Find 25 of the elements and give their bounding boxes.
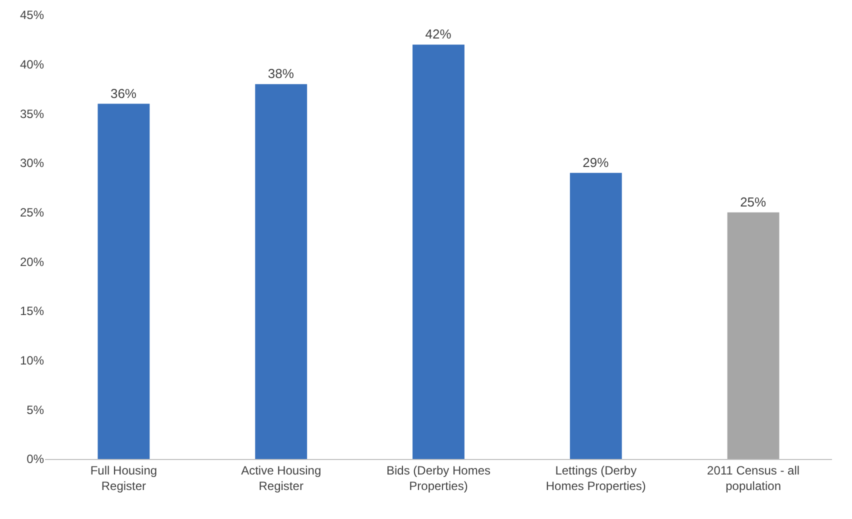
bar [98,104,150,459]
x-tick-label: Full Housing Register [90,463,158,493]
y-tick-label: 35% [20,106,44,121]
data-label: 36% [110,86,137,101]
x-tick-label: Lettings (Derby Homes Properties) [546,463,646,493]
y-tick-label: 10% [20,354,44,368]
y-tick-label: 5% [26,402,44,417]
data-label: 38% [268,66,294,82]
y-tick-label: 15% [20,304,44,318]
y-tick-label: 45% [20,8,44,22]
y-tick-label: 25% [20,206,44,220]
bar [727,212,780,459]
x-tick-label: Bids (Derby Homes Properties) [386,463,491,493]
x-tick-label: 2011 Census - all population [707,463,800,493]
y-tick-label: 30% [20,156,44,170]
x-tick-label: Active Housing Register [241,463,322,493]
y-tick-label: 20% [20,254,44,269]
y-tick-label: 0% [26,452,44,466]
bar [570,172,622,459]
data-label: 42% [425,26,452,42]
y-tick-label: 40% [20,58,44,72]
bar [255,84,308,459]
bar [412,44,464,459]
data-label: 29% [582,154,610,170]
data-label: 25% [740,194,767,210]
